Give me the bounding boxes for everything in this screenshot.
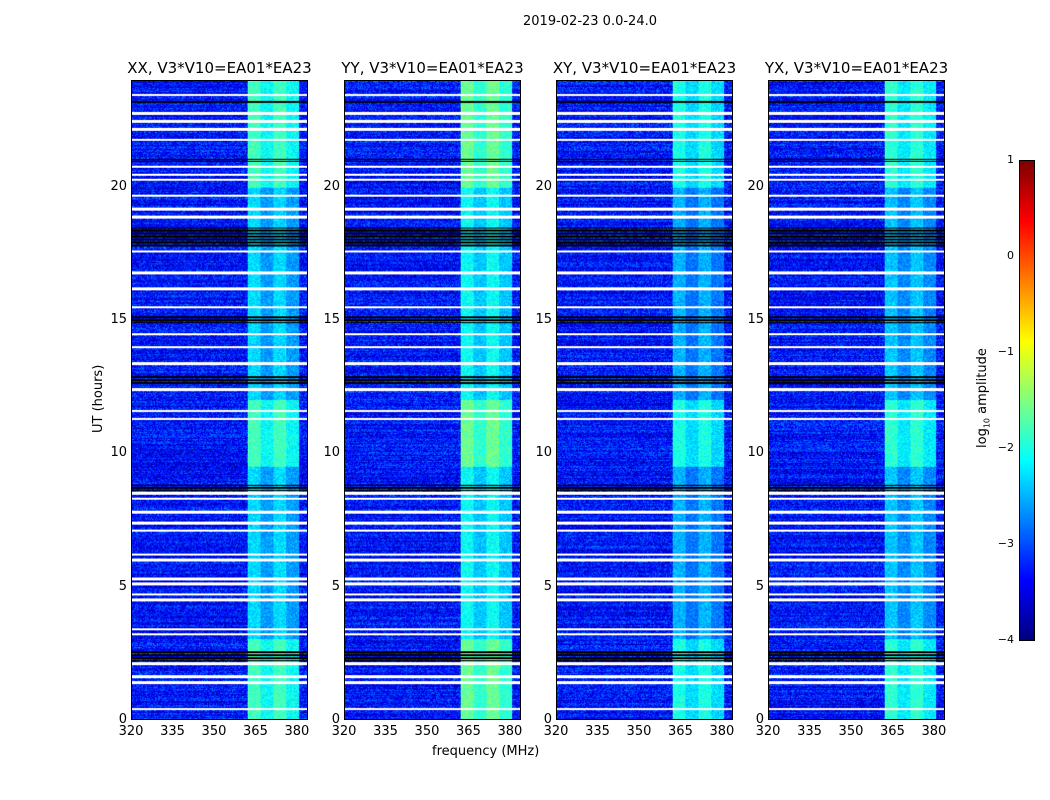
spectrogram-panel <box>556 80 733 720</box>
colorbar-tick-label: −2 <box>997 441 1014 454</box>
y-tick-label: 20 <box>535 178 552 194</box>
spectrogram-panel <box>131 80 308 720</box>
colorbar-label: log10 amplitude <box>975 348 992 448</box>
y-tick-label: 0 <box>543 712 552 727</box>
x-tick-label: 380 <box>709 724 735 739</box>
x-tick-label: 320 <box>331 724 357 739</box>
x-tick-label: 320 <box>118 724 144 739</box>
y-tick-label: 10 <box>747 445 764 461</box>
colorbar-tick-label: 1 <box>1007 153 1014 166</box>
y-tick-label: 5 <box>331 578 340 594</box>
panel-title: YX, V3*V10=EA01*EA23 <box>764 59 949 77</box>
y-tick-label: 5 <box>118 578 127 594</box>
y-tick-label: 5 <box>543 578 552 594</box>
y-tick-label: 20 <box>747 178 764 194</box>
x-tick-label: 365 <box>456 724 481 739</box>
x-tick-label: 350 <box>201 724 227 739</box>
y-tick-label: 10 <box>535 445 552 461</box>
y-tick-label: 15 <box>110 312 127 327</box>
x-tick-label: 380 <box>921 724 947 739</box>
x-tick-label: 365 <box>880 724 905 739</box>
colorbar-tick-label: −3 <box>997 537 1014 550</box>
y-tick-label: 20 <box>110 178 127 194</box>
y-tick-label: 0 <box>118 712 127 727</box>
colorbar-tick-label: −1 <box>997 345 1014 358</box>
x-axis-label: frequency (MHz) <box>432 744 540 759</box>
y-tick-label: 10 <box>110 445 127 461</box>
x-tick-label: 380 <box>284 724 310 739</box>
y-tick-label: 15 <box>323 312 340 327</box>
spectrogram-panel <box>344 80 521 720</box>
x-tick-label: 350 <box>414 724 440 739</box>
x-tick-label: 365 <box>668 724 693 739</box>
x-tick-label: 335 <box>373 724 398 739</box>
x-tick-label: 350 <box>838 724 864 739</box>
colorbar <box>1019 160 1035 641</box>
panel-title: YY, V3*V10=EA01*EA23 <box>341 59 524 77</box>
y-tick-label: 10 <box>323 445 340 461</box>
figure-title: 2019-02-23 0.0-24.0 <box>523 14 657 29</box>
x-tick-label: 335 <box>797 724 822 739</box>
y-tick-label: 5 <box>755 578 764 594</box>
y-tick-label: 20 <box>323 178 340 194</box>
x-tick-label: 320 <box>755 724 781 739</box>
panel-title: XX, V3*V10=EA01*EA23 <box>127 59 312 77</box>
x-tick-label: 335 <box>585 724 610 739</box>
x-tick-label: 365 <box>243 724 268 739</box>
x-tick-label: 380 <box>497 724 523 739</box>
colorbar-tick-label: 0 <box>1007 249 1014 262</box>
x-tick-label: 335 <box>160 724 185 739</box>
y-tick-label: 15 <box>535 312 552 327</box>
panel-title: XY, V3*V10=EA01*EA23 <box>552 59 737 77</box>
y-tick-label: 0 <box>755 712 764 727</box>
y-axis-label: UT (hours) <box>91 364 106 433</box>
x-tick-label: 320 <box>543 724 569 739</box>
colorbar-tick-label: −4 <box>997 633 1014 646</box>
x-tick-label: 350 <box>626 724 652 739</box>
spectrogram-panel <box>768 80 945 720</box>
y-tick-label: 0 <box>331 712 340 727</box>
y-tick-label: 15 <box>747 312 764 327</box>
